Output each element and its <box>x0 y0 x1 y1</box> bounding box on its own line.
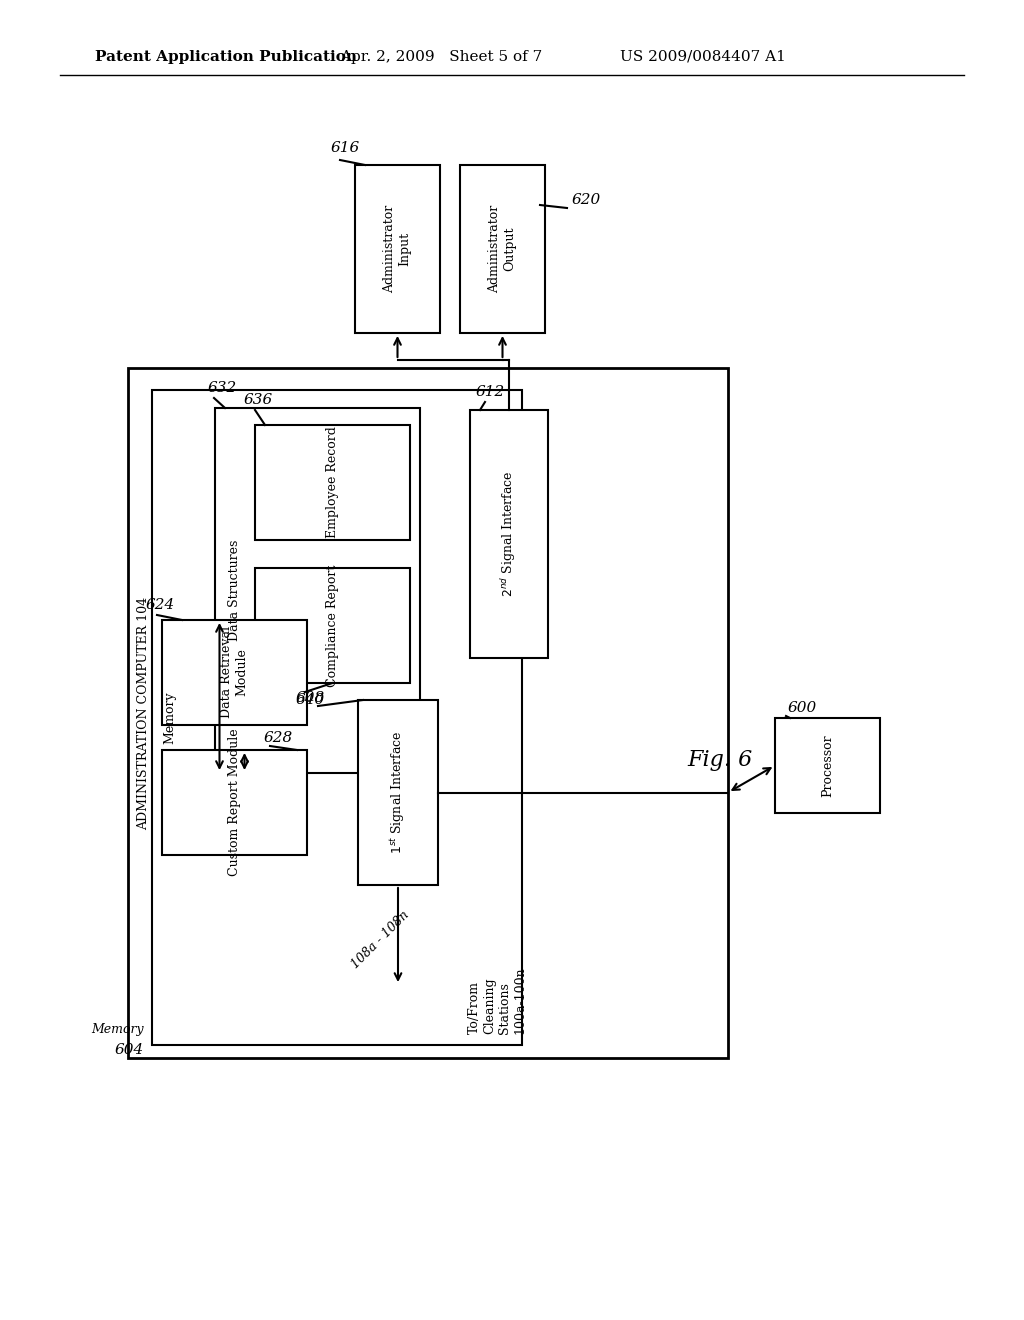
Bar <box>162 620 307 725</box>
Text: 628: 628 <box>263 731 293 744</box>
Text: Data Structures: Data Structures <box>228 540 242 642</box>
Text: $1^{st}$ Signal Interface: $1^{st}$ Signal Interface <box>389 731 408 854</box>
Bar <box>460 165 545 333</box>
Text: 612: 612 <box>475 385 505 399</box>
Text: 632: 632 <box>208 381 237 395</box>
Bar <box>470 411 548 657</box>
Bar <box>162 750 307 855</box>
Text: Apr. 2, 2009   Sheet 5 of 7: Apr. 2, 2009 Sheet 5 of 7 <box>340 50 543 63</box>
Text: 608: 608 <box>295 690 325 705</box>
Text: 600: 600 <box>788 701 817 715</box>
Text: Compliance Report: Compliance Report <box>326 565 339 686</box>
Text: US 2009/0084407 A1: US 2009/0084407 A1 <box>620 50 785 63</box>
Text: 636: 636 <box>244 393 272 407</box>
Text: ADMINISTRATION COMPUTER 104: ADMINISTRATION COMPUTER 104 <box>137 597 151 829</box>
Bar <box>215 408 420 774</box>
Text: Administrator
Output: Administrator Output <box>488 205 516 293</box>
Text: Patent Application Publication: Patent Application Publication <box>95 50 357 63</box>
Text: $2^{nd}$ Signal Interface: $2^{nd}$ Signal Interface <box>500 471 518 598</box>
Bar <box>775 718 880 813</box>
Text: 616: 616 <box>331 141 359 154</box>
Bar <box>358 700 438 884</box>
Text: Memory: Memory <box>164 692 176 743</box>
Text: 640: 640 <box>295 693 325 708</box>
Text: 108a - 108n: 108a - 108n <box>348 908 412 972</box>
Text: 604: 604 <box>115 1043 144 1057</box>
Text: Administrator
Input: Administrator Input <box>384 205 412 293</box>
Bar <box>255 425 410 540</box>
Text: Custom Report Module: Custom Report Module <box>228 729 241 876</box>
Text: 620: 620 <box>572 193 601 207</box>
Text: 624: 624 <box>145 598 175 612</box>
Bar <box>128 368 728 1059</box>
Text: Employee Record: Employee Record <box>326 426 339 539</box>
Text: Fig. 6: Fig. 6 <box>687 748 753 771</box>
Text: Data Retrieval
Module: Data Retrieval Module <box>220 627 249 718</box>
Text: To/From
Cleaning
Stations
100a-100n: To/From Cleaning Stations 100a-100n <box>468 966 526 1034</box>
Bar <box>255 568 410 682</box>
Text: Processor: Processor <box>821 734 834 797</box>
Bar <box>355 165 440 333</box>
Text: Memory: Memory <box>91 1023 144 1036</box>
Bar <box>152 389 522 1045</box>
